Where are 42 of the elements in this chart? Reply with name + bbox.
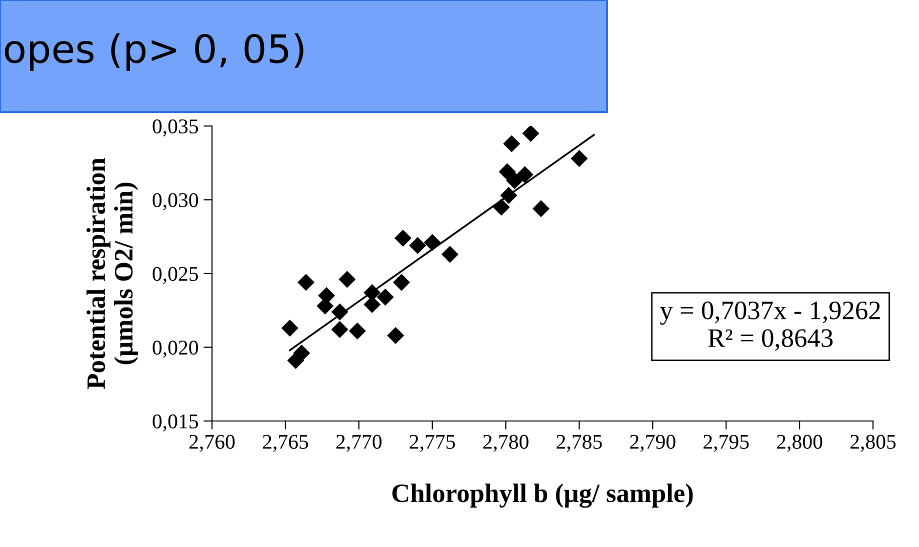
- x-tick-label: 2,770: [336, 434, 382, 452]
- text: opes (p> 0, 05): [4, 33, 304, 71]
- y-tick-label: 0,025: [152, 266, 198, 284]
- point: [532, 200, 550, 218]
- point: [492, 198, 510, 216]
- x-tick-label: 2,780: [483, 434, 528, 452]
- x-tick-label: 2,790: [630, 434, 676, 452]
- x-tick-label: 2,775: [410, 434, 455, 452]
- point: [376, 288, 394, 306]
- x-tick-label: 2,800: [777, 434, 822, 452]
- point: [338, 270, 356, 288]
- point: [500, 186, 518, 204]
- x-tick-label: 2,760: [189, 434, 235, 452]
- point: [522, 126, 540, 142]
- y-tick-label: 0,020: [152, 340, 198, 358]
- point: [441, 246, 458, 263]
- annotation: y = 0,7037x - 1,9262 R² = 0,8643: [660, 302, 880, 351]
- y-tick-label: 0,035: [152, 119, 198, 136]
- x-tick-label: 2,785: [556, 434, 602, 452]
- x-tick-label: 2,805: [850, 434, 896, 452]
- point: [392, 274, 410, 291]
- point: [281, 320, 298, 337]
- y-tick-label: 0,030: [152, 193, 198, 210]
- point: [331, 303, 348, 320]
- point: [424, 234, 441, 252]
- x-tick-label: 2,765: [262, 434, 308, 452]
- x-tick-label: 2,795: [704, 434, 749, 452]
- point: [298, 274, 315, 291]
- point: [387, 326, 404, 344]
- y-tick-label: 0,015: [152, 414, 198, 432]
- point: [498, 163, 516, 180]
- y-axis-title: Potential respiration (µmols O2/ min): [86, 158, 138, 389]
- point: [348, 322, 366, 340]
- point: [331, 321, 348, 338]
- point: [409, 236, 426, 254]
- point: [570, 150, 588, 167]
- point: [293, 344, 310, 362]
- point: [394, 230, 412, 247]
- x-axis-title: Chlorophyll b (µg/ sample): [392, 484, 693, 508]
- point: [503, 135, 520, 152]
- point: [506, 172, 524, 190]
- point: [516, 166, 534, 184]
